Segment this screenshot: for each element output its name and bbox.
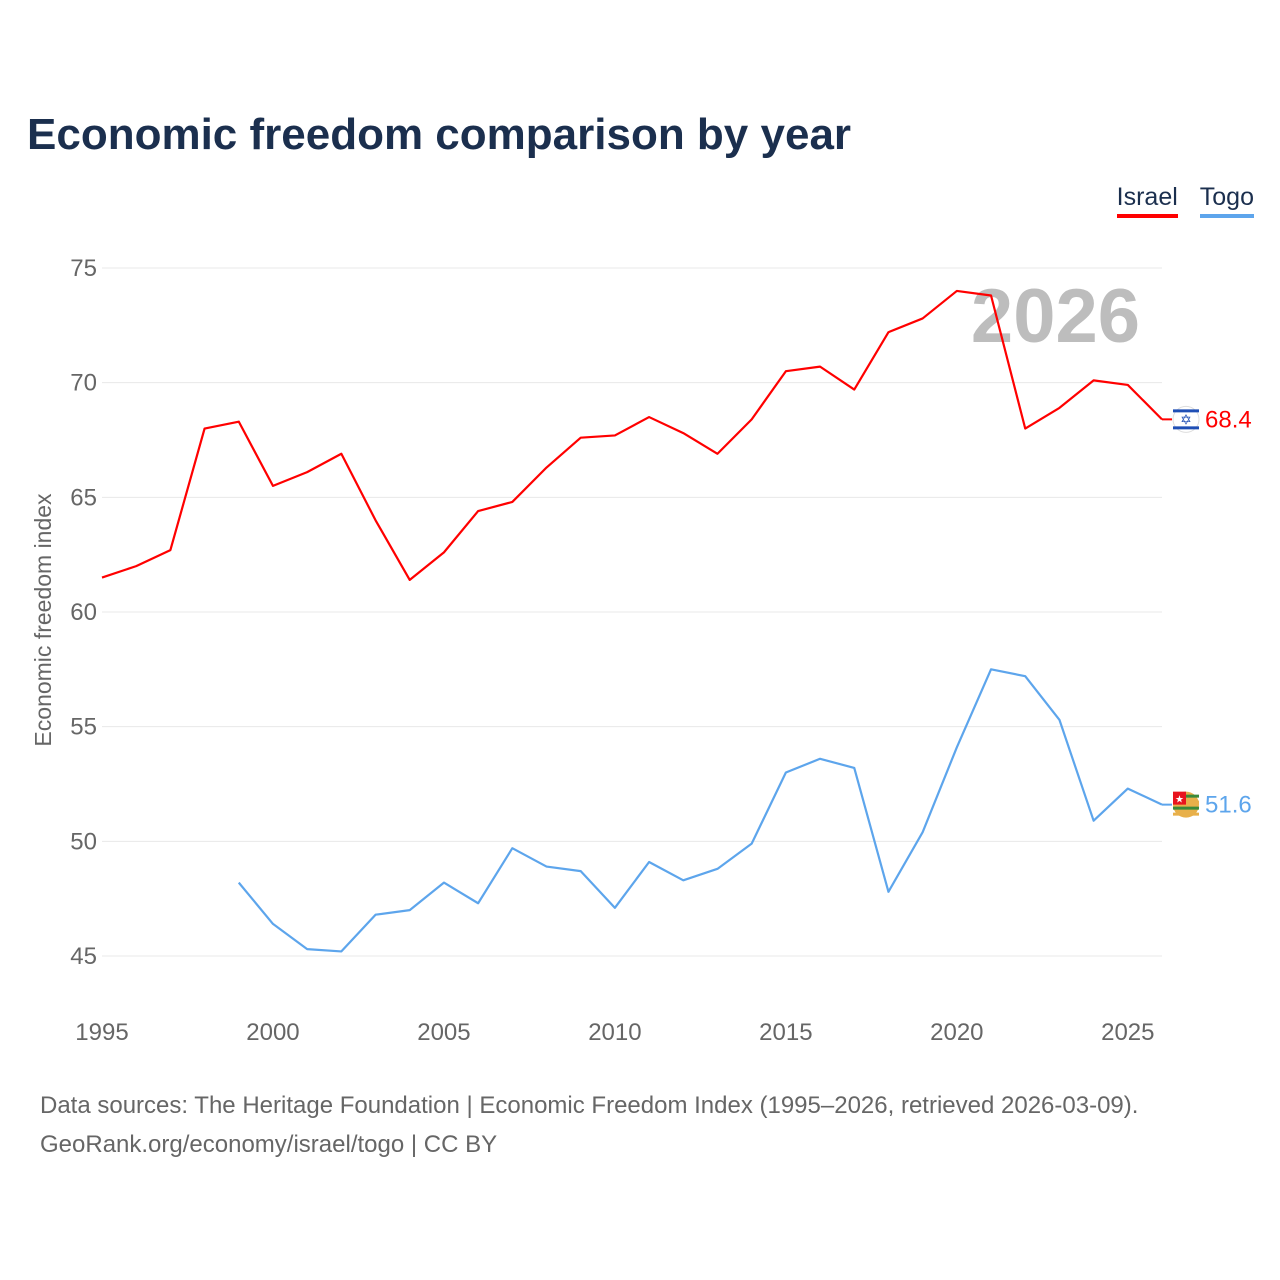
line-chart: 45 50 55 60 65 70 75 1995 2000 2005 2010 2015 2020 20… (30, 255, 1252, 1046)
flag-icon-togo: ★ (1173, 791, 1199, 818)
x-tick-label: 1995 (75, 1019, 128, 1046)
end-value-label: 51.6 (1205, 792, 1252, 819)
legend-item-israel[interactable]: Israel (1116, 183, 1178, 218)
x-tick-label: 2020 (930, 1019, 983, 1046)
y-tick-label: 50 (70, 828, 97, 855)
x-tick-label: 2000 (246, 1019, 299, 1046)
legend-item-togo[interactable]: Togo (1199, 183, 1254, 218)
y-tick-label: 65 (70, 484, 97, 511)
x-tick-label: 2010 (588, 1019, 641, 1046)
legend: Israel Togo (1116, 183, 1254, 218)
series-line-togo[interactable] (237, 668, 1163, 953)
source-note: Data sources: The Heritage Foundation | … (40, 1086, 1138, 1164)
source-line-1: Data sources: The Heritage Foundation | … (40, 1092, 1139, 1119)
series-line-israel[interactable] (101, 289, 1163, 581)
y-tick-label: 45 (70, 943, 97, 970)
y-axis-label: Economic freedom index (30, 493, 56, 747)
svg-text:★: ★ (1175, 795, 1184, 806)
svg-text:✡: ✡ (1180, 411, 1192, 427)
source-line-2[interactable]: GeoRank.org/economy/israel/togo | CC BY (40, 1131, 498, 1158)
y-tick-label: 55 (70, 714, 97, 741)
y-tick-label: 70 (70, 370, 97, 397)
x-tick-label: 2025 (1101, 1019, 1154, 1046)
y-tick-label: 60 (70, 599, 97, 626)
chart-title: Economic freedom comparison by year (27, 110, 852, 159)
x-tick-label: 2015 (759, 1019, 812, 1046)
x-tick-label: 2005 (417, 1019, 470, 1046)
end-value-label: 68.4 (1205, 406, 1252, 433)
flag-icon-israel: ✡ (1172, 405, 1200, 433)
y-tick-label: 75 (70, 255, 97, 282)
year-watermark: 2026 (971, 274, 1140, 359)
